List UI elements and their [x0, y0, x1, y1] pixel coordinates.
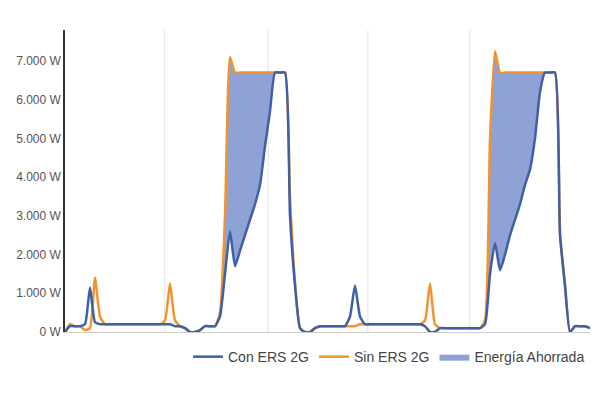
svg-text:Energía Ahorrada: Energía Ahorrada	[474, 349, 584, 365]
svg-text:Con ERS 2G: Con ERS 2G	[228, 349, 309, 365]
svg-text:0 W: 0 W	[40, 325, 62, 339]
svg-text:2.000 W: 2.000 W	[16, 248, 61, 262]
svg-text:7.000 W: 7.000 W	[16, 54, 61, 68]
svg-text:4.000 W: 4.000 W	[16, 170, 61, 184]
svg-text:Sin ERS 2G: Sin ERS 2G	[354, 349, 429, 365]
svg-text:3.000 W: 3.000 W	[16, 209, 61, 223]
svg-text:1.000 W: 1.000 W	[16, 286, 61, 300]
svg-text:6.000 W: 6.000 W	[16, 93, 61, 107]
svg-text:5.000 W: 5.000 W	[16, 132, 61, 146]
